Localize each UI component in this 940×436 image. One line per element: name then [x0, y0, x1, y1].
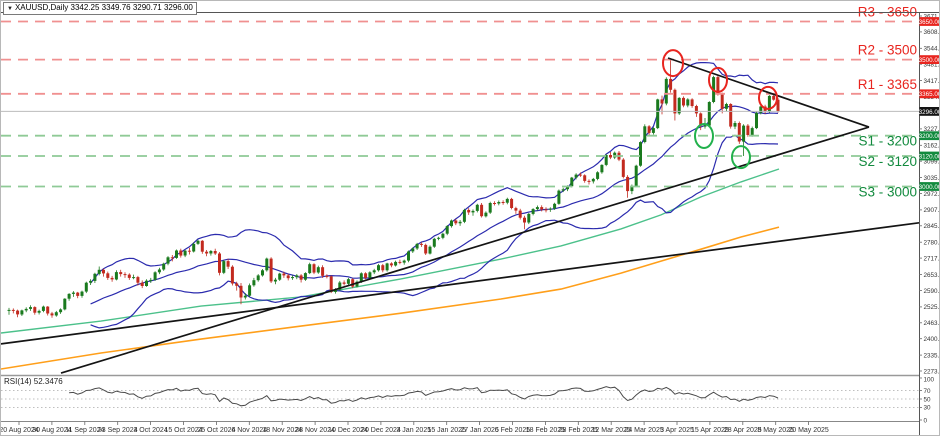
rsi-indicator-label: RSI(14) 52.3476: [4, 377, 63, 386]
svg-text:2717.80: 2717.80: [924, 255, 940, 262]
trendlines-layer: [1, 57, 920, 374]
date-tick-label: 10 Dec 2024: [328, 427, 368, 434]
rsi-curve: [69, 386, 779, 407]
svg-text:30: 30: [924, 405, 932, 412]
svg-text:2463.20: 2463.20: [924, 320, 940, 327]
svg-text:50: 50: [924, 396, 932, 403]
sr-levels-layer: [1, 20, 919, 188]
date-tick-label: 20 Aug 2024: [1, 427, 39, 434]
date-tick-label: 30 Aug 2024: [32, 427, 71, 434]
swing-low-circle: [731, 145, 751, 170]
date-tick-label: 12 Mar 2025: [592, 427, 631, 434]
date-tick-label: 3 Apr 2025: [660, 427, 694, 434]
ma-orange-line: [1, 226, 780, 370]
collapse-arrow-icon[interactable]: ▼: [7, 6, 13, 12]
swing-high-circle: [662, 49, 684, 78]
date-tick-label: 6 Feb 2025: [495, 427, 531, 434]
resistance-price-tag: 3365.00: [919, 89, 940, 99]
date-tick-label: 25 Oct 2024: [197, 427, 235, 434]
svg-text:3035.10: 3035.10: [924, 175, 940, 182]
date-tick-label: 28 Feb 2025: [559, 427, 598, 434]
date-tick-label: 20 Dec 2024: [361, 427, 401, 434]
symbol-title-box: ▼ XAUUSD,Daily 3342.25 3349.76 3290.71 32…: [3, 2, 197, 15]
date-tick-label: 8 May 2025: [757, 427, 794, 434]
svg-text:2400.50: 2400.50: [924, 336, 940, 343]
date-tick-label: 11 Sep 2024: [65, 427, 104, 434]
resistance-price-tag: 3500.00: [919, 55, 940, 64]
support-price-tag: 3200.00: [919, 131, 940, 141]
swing-high-circle: [708, 66, 728, 93]
resistance-label: R1 - 3365: [858, 77, 917, 92]
svg-text:3500.00: 3500.00: [919, 57, 940, 64]
svg-text:0: 0: [924, 417, 928, 424]
svg-text:3099.70: 3099.70: [924, 159, 940, 166]
svg-text:3120.00: 3120.00: [919, 153, 940, 160]
date-tick-label: 18 Feb 2025: [526, 427, 565, 434]
support-label: S1 - 3200: [858, 134, 917, 149]
svg-text:3608.90: 3608.90: [924, 29, 940, 36]
ascending-support-steep: [60, 126, 870, 374]
date-tick-label: 6 Nov 2024: [231, 427, 267, 434]
svg-text:3296.00: 3296.00: [919, 109, 940, 116]
ma-green-line: [1, 168, 780, 334]
resistance-price-tag: 3650.00: [919, 17, 940, 26]
date-tick-label: 15 Jan 2025: [427, 427, 466, 434]
svg-text:2972.40: 2972.40: [924, 191, 940, 198]
date-tick-label: 18 Nov 2024: [262, 427, 302, 434]
candles-layer: [7, 59, 780, 318]
date-tick-label: 15 Oct 2024: [164, 427, 202, 434]
svg-text:2845.10: 2845.10: [924, 223, 940, 230]
svg-text:3417.00: 3417.00: [924, 78, 940, 85]
svg-text:2273.20: 2273.20: [924, 368, 940, 375]
resistance-label: R2 - 3500: [858, 43, 917, 58]
svg-text:3544.30: 3544.30: [924, 46, 940, 53]
swing-high-circle: [758, 85, 778, 110]
svg-text:3365.00: 3365.00: [919, 91, 940, 98]
svg-text:2590.50: 2590.50: [924, 288, 940, 295]
svg-text:2653.20: 2653.20: [924, 272, 940, 279]
support-price-tag: 3000.00: [919, 182, 940, 191]
date-tick-label: 23 Sep 2024: [98, 427, 138, 434]
svg-text:70: 70: [924, 388, 932, 395]
svg-text:3000.00: 3000.00: [919, 184, 940, 191]
ohlc-label: 3342.25 3349.76 3290.71 3296.00: [70, 3, 193, 12]
date-tick-label: 27 Jan 2025: [460, 427, 499, 434]
svg-text:3671.60: 3671.60: [924, 13, 940, 20]
date-tick-label: 28 Apr 2025: [724, 427, 762, 434]
date-tick-label: 20 May 2025: [788, 427, 829, 434]
moving-averages-layer: [1, 168, 780, 370]
svg-text:2907.80: 2907.80: [924, 207, 940, 214]
annotations-layer: [662, 49, 778, 170]
support-label: S2 - 3120: [858, 154, 917, 169]
svg-text:3200.00: 3200.00: [919, 133, 940, 140]
date-tick-label: 28 Nov 2024: [295, 427, 335, 434]
symbol-label: XAUUSD,Daily: [14, 3, 69, 12]
support-label: S3 - 3000: [858, 185, 917, 200]
ascending-support-long: [1, 221, 920, 345]
svg-text:3481.60: 3481.60: [924, 62, 940, 69]
svg-text:2525.90: 2525.90: [924, 304, 940, 311]
date-tick-label: 3 Oct 2024: [133, 427, 167, 434]
swing-low-circle: [694, 123, 714, 149]
svg-text:100: 100: [924, 376, 935, 383]
svg-text:2335.90: 2335.90: [924, 352, 940, 359]
price-axis: 3671.603608.903544.303481.603417.003354.…: [919, 13, 940, 375]
svg-text:3227.00: 3227.00: [924, 126, 940, 133]
current-price-tag: 3296.00: [919, 107, 940, 116]
support-price-tag: 3120.00: [919, 151, 940, 161]
svg-text:3162.40: 3162.40: [924, 143, 940, 150]
svg-text:2780.50: 2780.50: [924, 240, 940, 247]
date-tick-label: 15 Apr 2025: [691, 427, 729, 434]
chart-frame: [1, 12, 939, 435]
svg-text:3650.00: 3650.00: [919, 19, 940, 26]
descending-resistance: [667, 57, 870, 128]
date-tick-label: 3 Jan 2025: [396, 427, 431, 434]
date-tick-label: 24 Mar 2025: [624, 427, 663, 434]
